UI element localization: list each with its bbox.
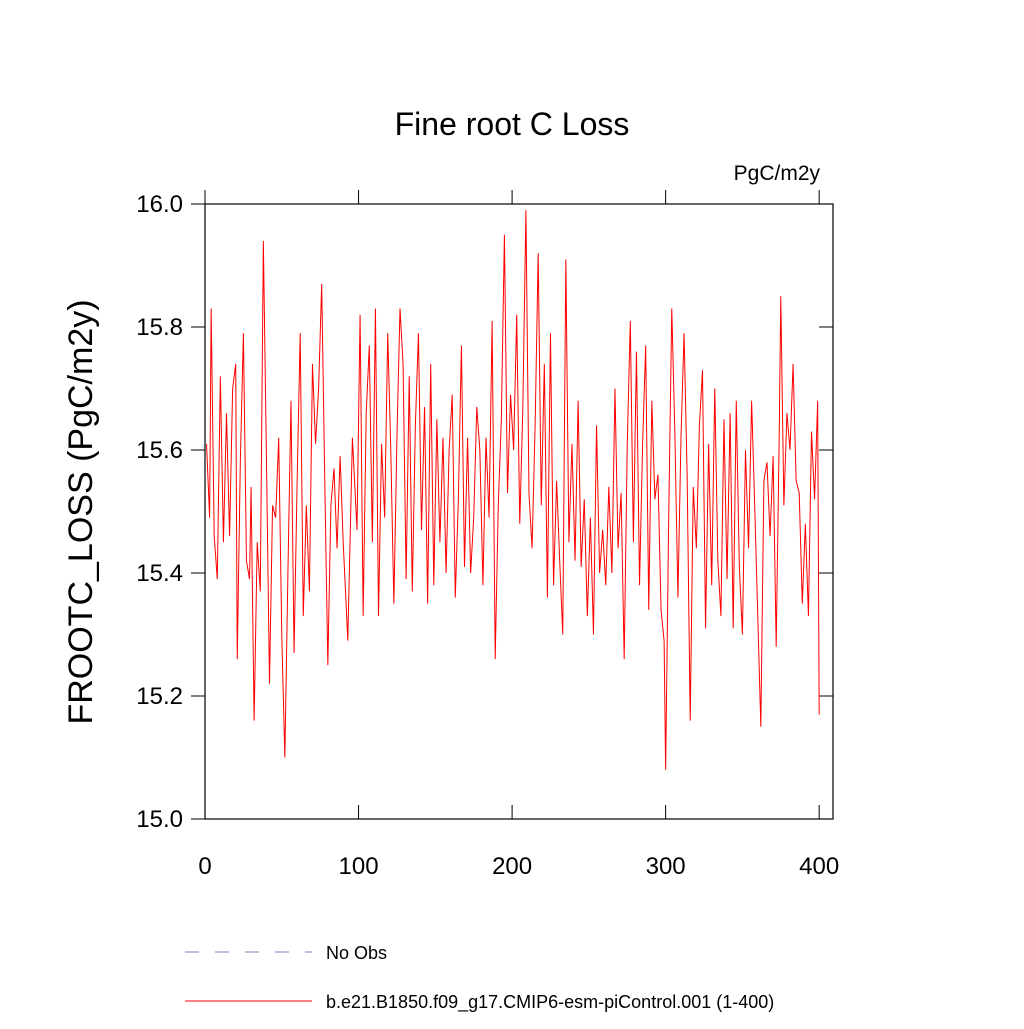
x-tick-label: 100 xyxy=(339,853,379,880)
legend-label: b.e21.B1850.f09_g17.CMIP6-esm-piControl.… xyxy=(326,992,774,1013)
x-tick-label: 300 xyxy=(646,853,686,880)
y-tick-label: 15.6 xyxy=(136,437,183,464)
x-tick-label: 0 xyxy=(198,853,211,880)
data-line xyxy=(206,210,820,770)
x-tick-label: 200 xyxy=(492,853,532,880)
plot-frame xyxy=(204,203,834,820)
units-label: PgC/m2y xyxy=(734,162,821,185)
y-tick-label: 16.0 xyxy=(136,191,183,218)
x-tick-label: 400 xyxy=(799,853,839,880)
y-tick-label: 15.8 xyxy=(136,314,183,341)
y-tick-label: 15.4 xyxy=(136,560,183,587)
chart-title: Fine root C Loss xyxy=(395,106,630,142)
y-tick-label: 15.2 xyxy=(136,683,183,710)
y-axis-label: FROOTC_LOSS (PgC/m2y) xyxy=(62,299,100,724)
legend-label: No Obs xyxy=(326,943,387,963)
y-tick-label: 15.0 xyxy=(136,806,183,833)
